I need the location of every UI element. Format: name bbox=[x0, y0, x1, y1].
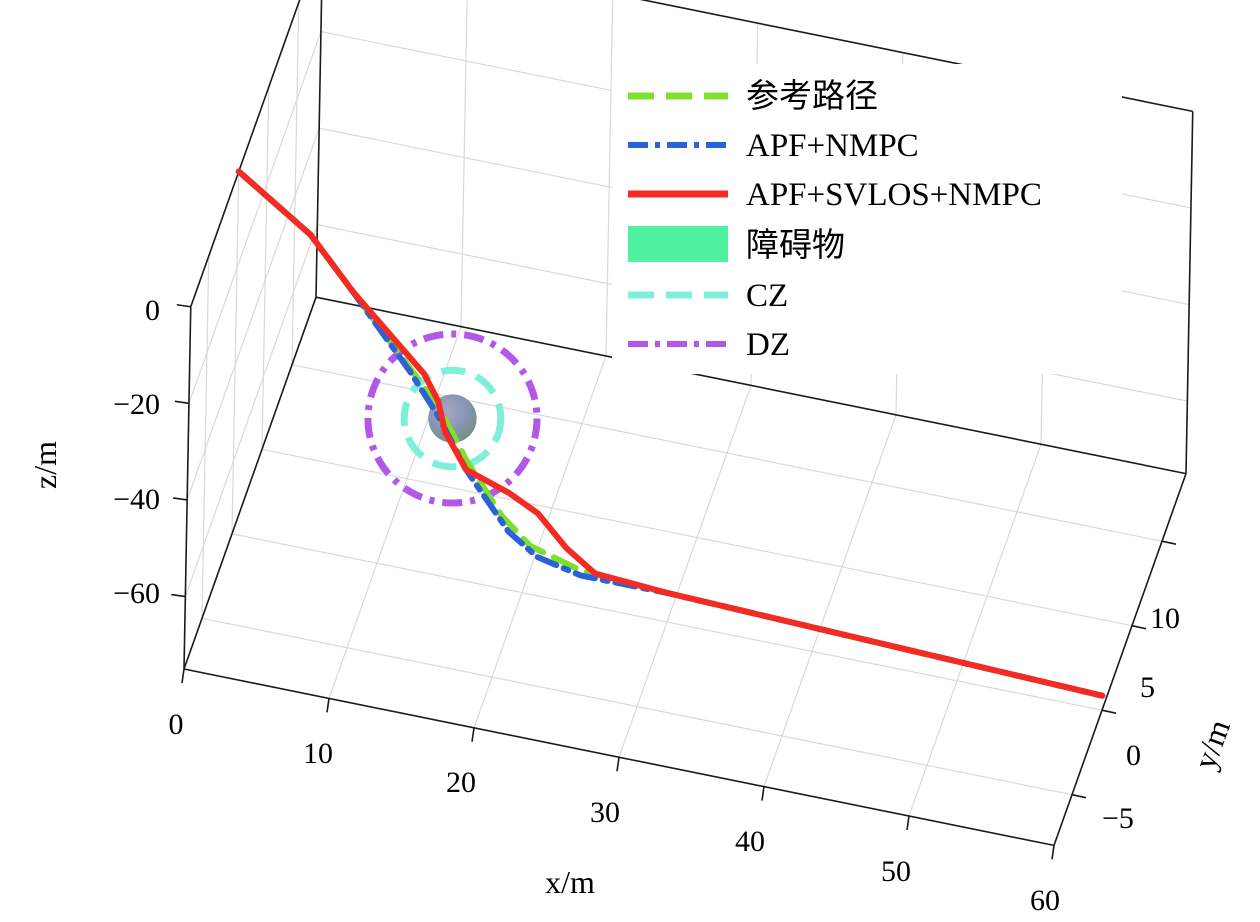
z-tick-label: −40 bbox=[113, 483, 160, 516]
frame-edge bbox=[315, 0, 323, 298]
legend-label-obstacle: 障碍物 bbox=[746, 227, 845, 264]
back-wall-gridline bbox=[605, 0, 614, 357]
x-tick-label: 0 bbox=[169, 708, 184, 741]
side-wall-gridline bbox=[201, 256, 210, 619]
series-line-APF+SVLOS+NMPC bbox=[235, 168, 1106, 699]
safety-zones bbox=[364, 330, 541, 507]
floor-gridline bbox=[763, 414, 897, 787]
back-wall-gridline bbox=[460, 0, 468, 327]
floor-gridline bbox=[908, 443, 1042, 817]
trajectory-series bbox=[235, 168, 1106, 699]
frame-edge bbox=[189, 0, 301, 308]
x-tick-label: 20 bbox=[446, 766, 476, 799]
x-tick-label: 50 bbox=[881, 855, 911, 888]
legend-label-reference-path: 参考路径 bbox=[746, 78, 878, 115]
z-axis-label: z/m bbox=[27, 441, 63, 489]
x-tick-label: 40 bbox=[735, 825, 765, 858]
floor-gridline bbox=[261, 448, 1133, 627]
floor-gridline bbox=[231, 533, 1103, 711]
legend-label-apf-nmpc: APF+NMPC bbox=[746, 128, 919, 164]
legend-label-cz: CZ bbox=[746, 278, 788, 314]
y-tick-label: −5 bbox=[1102, 802, 1134, 835]
z-tick-labels: 0 −20 −40 −60 bbox=[113, 294, 160, 610]
z-tick-mark bbox=[174, 400, 190, 405]
x-tick-label: 10 bbox=[303, 737, 333, 770]
x-tick-label: 60 bbox=[1030, 884, 1060, 917]
legend-label-apf-svlos-nmpc: APF+SVLOS+NMPC bbox=[746, 177, 1042, 213]
floor-gridline bbox=[473, 355, 607, 729]
y-tick-label: 0 bbox=[1126, 739, 1141, 772]
floor-gridline bbox=[328, 326, 462, 699]
side-wall-gridline bbox=[184, 224, 318, 597]
x-tick-mark bbox=[471, 727, 475, 742]
x-tick-label: 30 bbox=[590, 796, 620, 829]
z-tick-label: −20 bbox=[113, 388, 160, 421]
z-tick-mark bbox=[171, 593, 186, 598]
legend-background bbox=[612, 64, 1122, 374]
side-wall-gridline bbox=[261, 87, 270, 450]
x-tick-mark bbox=[761, 786, 765, 801]
legend: 参考路径 APF+NMPC APF+SVLOS+NMPC 障碍物 CZ DZ bbox=[612, 64, 1122, 374]
frame-edge bbox=[183, 296, 317, 670]
y-tick-mark bbox=[1071, 793, 1087, 799]
frame-edge bbox=[315, 296, 1187, 475]
zone-dz bbox=[364, 330, 541, 507]
side-wall-gridline bbox=[231, 171, 240, 534]
y-tick-label: 5 bbox=[1140, 671, 1155, 704]
frame-edge bbox=[183, 306, 192, 670]
frame-edge bbox=[1185, 111, 1194, 474]
x-tick-mark bbox=[181, 668, 185, 684]
floor-gridline bbox=[618, 385, 752, 758]
x-tick-mark bbox=[1051, 845, 1055, 860]
x-tick-mark bbox=[906, 815, 910, 831]
x-tick-labels: 0 10 20 30 40 50 60 bbox=[169, 708, 1061, 917]
z-tick-mark bbox=[176, 303, 191, 308]
side-wall-gridline bbox=[188, 31, 322, 404]
y-tick-mark bbox=[1101, 709, 1117, 714]
frame-edge bbox=[1053, 473, 1187, 846]
legend-label-dz: DZ bbox=[746, 327, 790, 363]
x-axis-label: x/m bbox=[545, 864, 595, 900]
y-axis-label: y/m bbox=[1186, 715, 1237, 774]
z-tick-label: 0 bbox=[145, 294, 160, 327]
floor-gridline bbox=[201, 617, 1073, 796]
side-wall-gridline bbox=[291, 2, 300, 365]
zone-cz bbox=[400, 366, 505, 471]
legend-swatch-obstacle bbox=[628, 226, 728, 262]
side-wall-gridline bbox=[186, 127, 320, 501]
y-tick-labels: −5 0 5 10 bbox=[1102, 602, 1180, 835]
z-tick-mark bbox=[173, 497, 188, 501]
y-tick-label: 10 bbox=[1150, 602, 1180, 635]
y-tick-mark bbox=[1161, 540, 1177, 545]
x-tick-mark bbox=[616, 757, 620, 772]
x-tick-mark bbox=[326, 698, 330, 713]
y-tick-mark bbox=[1131, 624, 1147, 630]
z-tick-label: −60 bbox=[113, 577, 160, 610]
side-wall-gridline bbox=[190, 0, 301, 307]
